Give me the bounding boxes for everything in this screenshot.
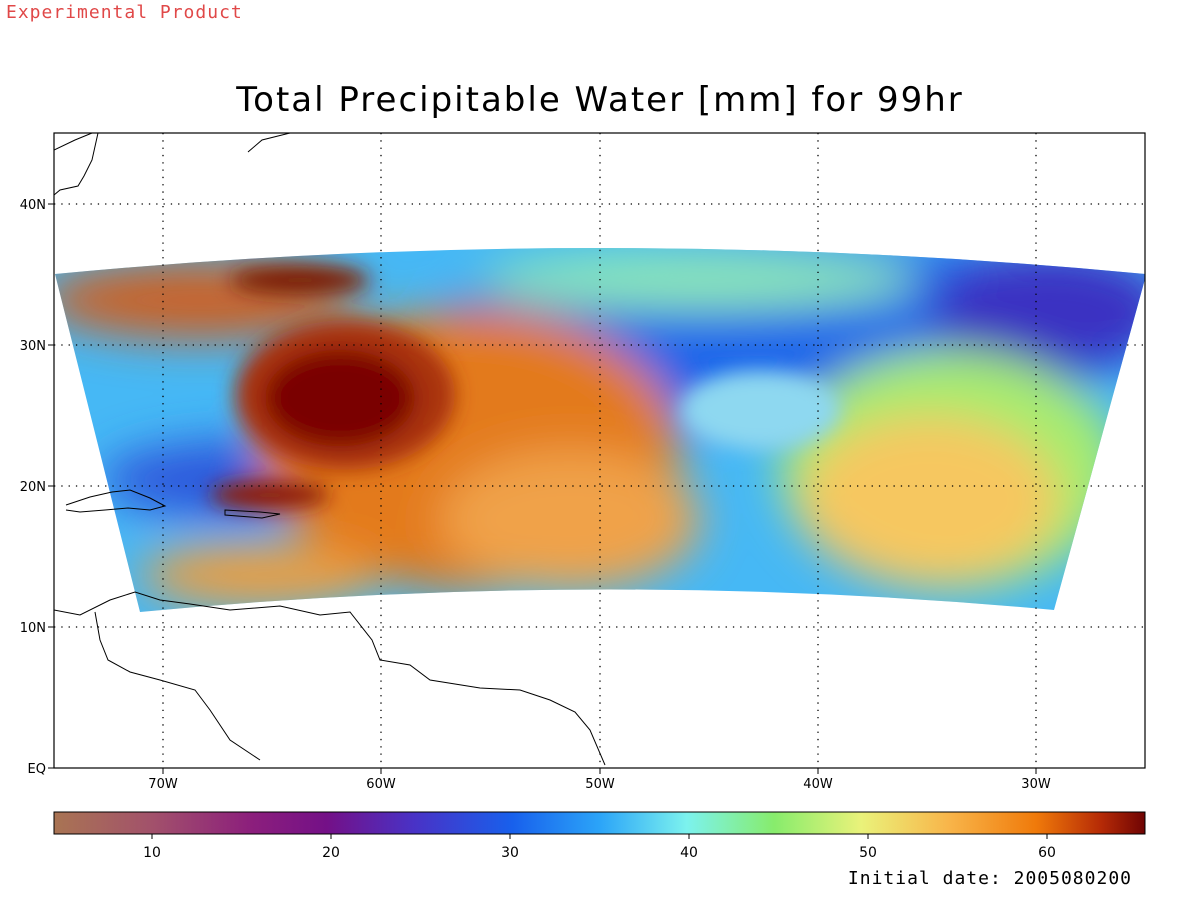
colorbar-label-30: 30	[501, 845, 519, 861]
product-label: Experimental Product	[6, 2, 243, 23]
lon-label-50w: 50W	[585, 777, 615, 792]
initial-date-label: Initial date: 2005080200	[847, 868, 1132, 889]
lon-label-30w: 30W	[1021, 777, 1051, 792]
lon-label-40w: 40W	[803, 777, 833, 792]
colorbar	[53, 811, 1146, 835]
lat-label-10n: 10N	[20, 621, 46, 636]
colorbar-label-20: 20	[322, 845, 340, 861]
colorbar-label-50: 50	[859, 845, 877, 861]
precipitable-water-field	[55, 248, 1145, 612]
lon-label-70w: 70W	[148, 777, 178, 792]
lat-label-30n: 30N	[20, 339, 46, 354]
colorbar-label-60: 60	[1038, 845, 1056, 861]
coastlines	[54, 133, 606, 766]
map-title: Total Precipitable Water [mm] for 99hr	[236, 80, 964, 120]
colorbar-ticks	[151, 834, 1048, 839]
lat-label-40n: 40N	[20, 198, 46, 213]
lat-label-eq: EQ	[28, 762, 46, 777]
lon-label-60w: 60W	[366, 777, 396, 792]
colorbar-label-40: 40	[680, 845, 698, 861]
axis-ticks	[48, 203, 1037, 774]
lat-label-20n: 20N	[20, 480, 46, 495]
colorbar-label-10: 10	[143, 845, 161, 861]
